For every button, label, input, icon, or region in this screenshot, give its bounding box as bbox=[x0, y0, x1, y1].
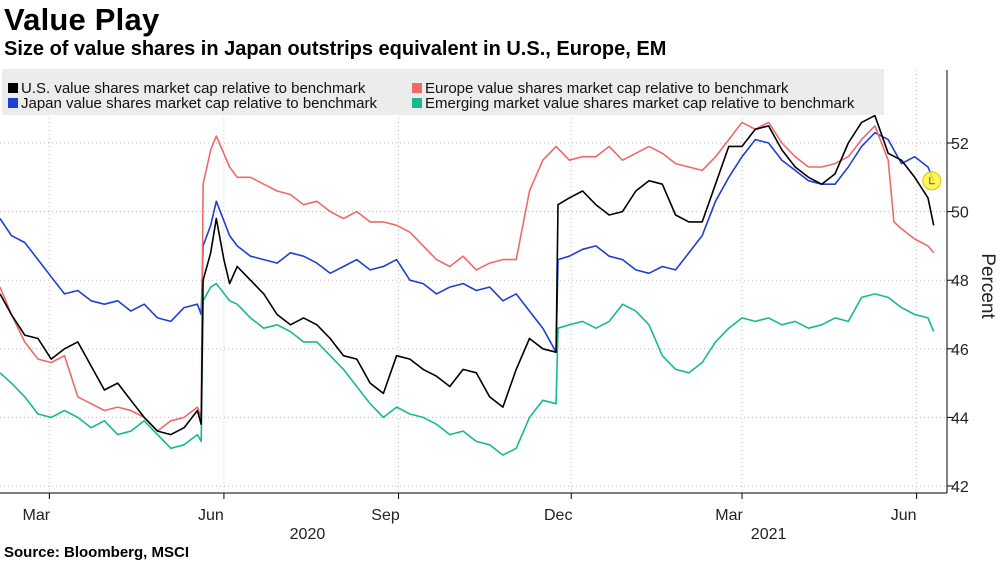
y-tick-label: 48 bbox=[951, 273, 969, 290]
legend-swatch bbox=[412, 83, 422, 93]
legend-swatch bbox=[412, 98, 422, 108]
year-label: 2020 bbox=[290, 526, 326, 543]
legend-label: Japan value shares market cap relative t… bbox=[21, 95, 378, 112]
legend-swatch bbox=[8, 98, 18, 108]
series-line bbox=[0, 116, 934, 435]
x-tick-label: Jun bbox=[891, 507, 917, 524]
y-tick-label: 42 bbox=[951, 479, 969, 496]
y-tick-label: 44 bbox=[951, 410, 969, 427]
series-lines bbox=[0, 116, 941, 456]
legend-label: Emerging market value shares market cap … bbox=[425, 95, 855, 112]
x-tick-label: Dec bbox=[544, 507, 572, 524]
y-tick-label: 50 bbox=[951, 205, 969, 222]
y-tick-label: 46 bbox=[951, 342, 969, 359]
year-label: 2021 bbox=[751, 526, 787, 543]
x-tick-label: Sep bbox=[371, 507, 400, 524]
x-tick-label: Mar bbox=[715, 507, 743, 524]
y-tick-label: 52 bbox=[951, 136, 969, 153]
highlight-marker bbox=[923, 172, 941, 190]
legend-swatch bbox=[8, 83, 18, 93]
legend: U.S. value shares market cap relative to… bbox=[2, 69, 884, 115]
y-axis-label: Percent bbox=[977, 253, 998, 319]
series-line bbox=[0, 284, 934, 456]
source-note: Source: Bloomberg, MSCI bbox=[4, 544, 189, 561]
x-tick-label: Mar bbox=[23, 507, 51, 524]
gridlines bbox=[0, 70, 947, 493]
x-tick-label: Jun bbox=[198, 507, 224, 524]
